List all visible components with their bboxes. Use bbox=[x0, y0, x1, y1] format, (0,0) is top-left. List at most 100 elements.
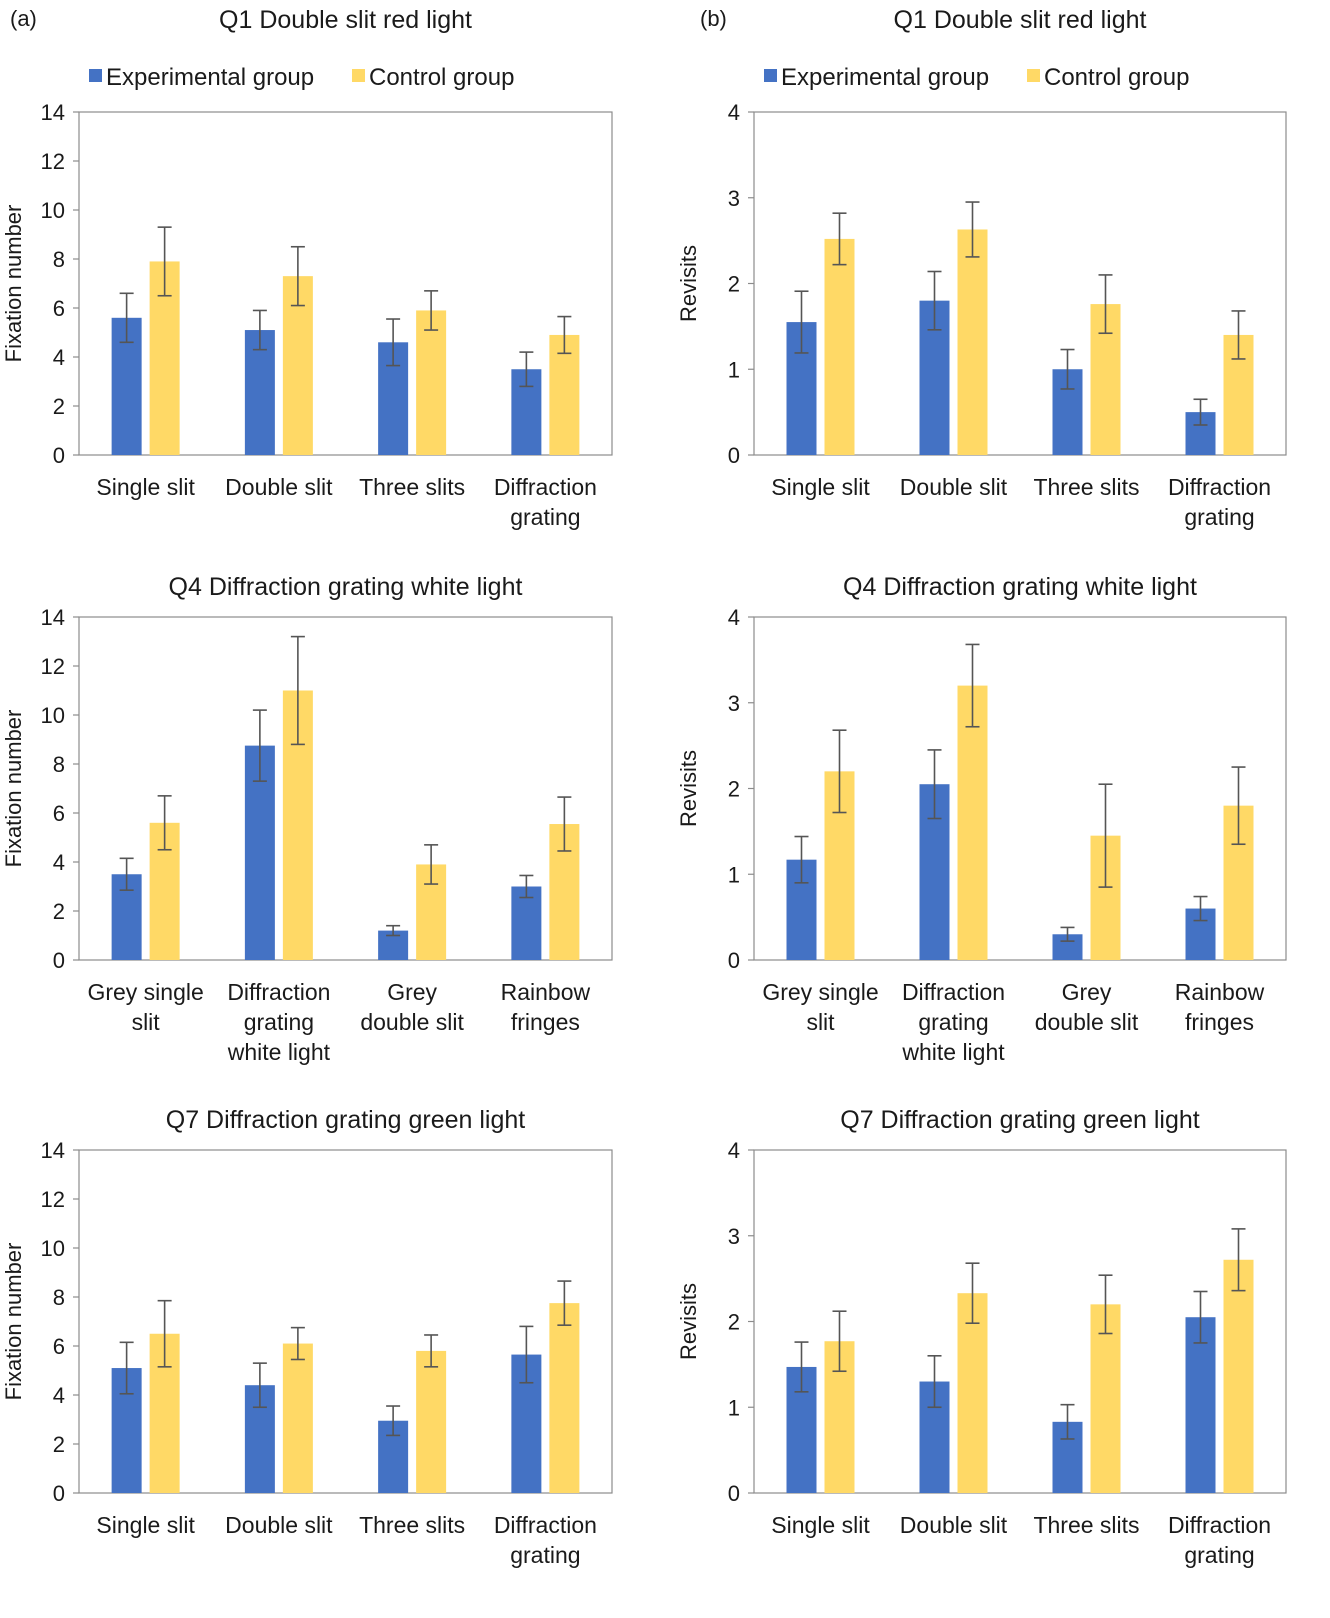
chart1-legend-swatch-1 bbox=[89, 69, 102, 82]
chart2-bar-s2-c2 bbox=[957, 229, 988, 455]
chart1-category-label-3-line-1: Three slits bbox=[359, 474, 465, 500]
chart3-y-tick-label-7: 14 bbox=[41, 605, 65, 630]
chart6-y-tick-label-4: 4 bbox=[728, 1138, 740, 1163]
chart5-y-tick-label-0: 0 bbox=[53, 1481, 65, 1506]
chart3-category-label-1-line-2: slit bbox=[132, 1009, 161, 1035]
chart3-category-label-2-line-3: white light bbox=[227, 1039, 331, 1065]
chart3-category-label-4-line-2: fringes bbox=[511, 1009, 580, 1035]
chart6-category-label-4-line-2: grating bbox=[1184, 1542, 1254, 1568]
chart4-category-label-4-line-1: Rainbow bbox=[1175, 979, 1265, 1005]
chart3-category-label-4-line-1: Rainbow bbox=[501, 979, 591, 1005]
chart5-title: Q7 Diffraction grating green light bbox=[166, 1106, 526, 1134]
chart5-category-label-3-line-1: Three slits bbox=[359, 1512, 465, 1538]
chart6-category-label-2-line-1: Double slit bbox=[900, 1512, 1008, 1538]
chart5-y-tick-label-1: 2 bbox=[53, 1432, 65, 1457]
chart3-category-label-3-line-2: double slit bbox=[360, 1009, 464, 1035]
chart1-category-label-1-line-1: Single slit bbox=[96, 474, 195, 500]
chart4-y-tick-label-1: 1 bbox=[728, 862, 740, 887]
chart1-y-tick-label-7: 14 bbox=[41, 100, 65, 125]
chart3-bar-s1-c4 bbox=[511, 886, 542, 960]
panel-label-b: (b) bbox=[700, 6, 727, 31]
chart2-y-tick-label-2: 2 bbox=[728, 272, 740, 297]
chart3-y-tick-label-5: 10 bbox=[41, 703, 65, 728]
chart3-y-axis-title: Fixation number bbox=[1, 710, 26, 868]
chart3-y-tick-label-1: 2 bbox=[53, 899, 65, 924]
chart3-y-tick-label-0: 0 bbox=[53, 948, 65, 973]
chart5-category-label-4-line-1: Diffraction bbox=[494, 1512, 597, 1538]
chart1-legend-label-1: Experimental group bbox=[106, 64, 314, 91]
chart1-legend-label-2: Control group bbox=[369, 64, 514, 91]
chart5-y-tick-label-3: 6 bbox=[53, 1334, 65, 1359]
chart5-y-tick-label-4: 8 bbox=[53, 1285, 65, 1310]
chart2-legend-swatch-1 bbox=[764, 69, 777, 82]
chart1-bar-s2-c4 bbox=[549, 334, 580, 455]
chart6-bar-s2-c2 bbox=[957, 1293, 988, 1493]
chart6-y-tick-label-3: 3 bbox=[728, 1224, 740, 1249]
chart3-plot-frame bbox=[78, 616, 613, 961]
chart2-y-tick-label-4: 4 bbox=[728, 100, 740, 125]
chart2-category-label-4-line-2: grating bbox=[1184, 504, 1254, 530]
chart1-bar-s2-c3 bbox=[416, 310, 447, 455]
chart1-bar-s1-c2 bbox=[244, 330, 275, 455]
chart6-bar-s2-c4 bbox=[1223, 1259, 1254, 1493]
chart3-y-tick-label-2: 4 bbox=[53, 850, 65, 875]
chart4-category-label-1-line-1: Grey single bbox=[762, 979, 878, 1005]
chart2-category-label-2-line-1: Double slit bbox=[900, 474, 1008, 500]
chart2-category-label-4-line-1: Diffraction bbox=[1168, 474, 1271, 500]
chart4-y-tick-label-2: 2 bbox=[728, 777, 740, 802]
chart2-category-label-3-line-1: Three slits bbox=[1033, 474, 1139, 500]
chart1-y-tick-label-2: 4 bbox=[53, 345, 65, 370]
chart1-plot-frame bbox=[78, 111, 613, 456]
chart4-category-label-1-line-2: slit bbox=[806, 1009, 835, 1035]
chart2-bar-s2-c1 bbox=[824, 238, 855, 455]
chart5-category-label-2-line-1: Double slit bbox=[225, 1512, 333, 1538]
chart2-legend-swatch-2 bbox=[1027, 69, 1040, 82]
chart4-category-label-2-line-2: grating bbox=[918, 1009, 988, 1035]
chart1-y-tick-label-5: 10 bbox=[41, 198, 65, 223]
chart3-y-tick-label-6: 12 bbox=[41, 654, 65, 679]
chart2-title: Q1 Double slit red light bbox=[894, 6, 1147, 34]
chart3-category-label-1-line-1: Grey single bbox=[87, 979, 203, 1005]
chart6-category-label-3-line-1: Three slits bbox=[1033, 1512, 1139, 1538]
chart4-y-axis-title: Revisits bbox=[676, 750, 701, 827]
chart5-y-tick-label-2: 4 bbox=[53, 1383, 65, 1408]
chart2-legend-label-2: Control group bbox=[1044, 64, 1189, 91]
chart5-bar-s2-c3 bbox=[416, 1350, 447, 1493]
chart2-y-axis-title: Revisits bbox=[676, 245, 701, 322]
chart4-category-label-3-line-2: double slit bbox=[1035, 1009, 1139, 1035]
chart5-bar-s2-c4 bbox=[549, 1303, 580, 1493]
chart1-y-tick-label-0: 0 bbox=[53, 443, 65, 468]
chart6-bar-s2-c3 bbox=[1090, 1304, 1121, 1493]
chart3-category-label-3-line-1: Grey bbox=[387, 979, 437, 1005]
chart1-y-tick-label-3: 6 bbox=[53, 296, 65, 321]
chart2-category-label-1-line-1: Single slit bbox=[771, 474, 870, 500]
chart2-legend-label-1: Experimental group bbox=[781, 64, 989, 91]
panel-label-a: (a) bbox=[10, 6, 37, 31]
chart6-title: Q7 Diffraction grating green light bbox=[840, 1106, 1200, 1134]
chart3-y-tick-label-3: 6 bbox=[53, 801, 65, 826]
chart1-y-tick-label-1: 2 bbox=[53, 394, 65, 419]
chart5-y-tick-label-6: 12 bbox=[41, 1187, 65, 1212]
chart4-title: Q4 Diffraction grating white light bbox=[843, 573, 1197, 601]
chart5-bar-s2-c2 bbox=[282, 1343, 313, 1493]
chart1-legend-swatch-2 bbox=[352, 69, 365, 82]
chart5-plot-frame bbox=[78, 1149, 613, 1494]
chart5-category-label-1-line-1: Single slit bbox=[96, 1512, 195, 1538]
chart6-category-label-4-line-1: Diffraction bbox=[1168, 1512, 1271, 1538]
chart3-category-label-2-line-1: Diffraction bbox=[227, 979, 330, 1005]
chart5-category-label-4-line-2: grating bbox=[510, 1542, 580, 1568]
chart2-y-tick-label-3: 3 bbox=[728, 186, 740, 211]
chart5-y-tick-label-7: 14 bbox=[41, 1138, 65, 1163]
chart3-category-label-2-line-2: grating bbox=[244, 1009, 314, 1035]
chart6-bar-s1-c4 bbox=[1185, 1317, 1216, 1493]
chart1-title: Q1 Double slit red light bbox=[219, 6, 472, 34]
chart3-title: Q4 Diffraction grating white light bbox=[169, 573, 523, 601]
chart1-y-tick-label-6: 12 bbox=[41, 149, 65, 174]
chart1-y-axis-title: Fixation number bbox=[1, 205, 26, 363]
chart6-y-tick-label-2: 2 bbox=[728, 1310, 740, 1335]
chart4-bar-s2-c2 bbox=[957, 685, 988, 960]
chart1-category-label-4-line-1: Diffraction bbox=[494, 474, 597, 500]
chart6-category-label-1-line-1: Single slit bbox=[771, 1512, 870, 1538]
chart4-y-tick-label-0: 0 bbox=[728, 948, 740, 973]
